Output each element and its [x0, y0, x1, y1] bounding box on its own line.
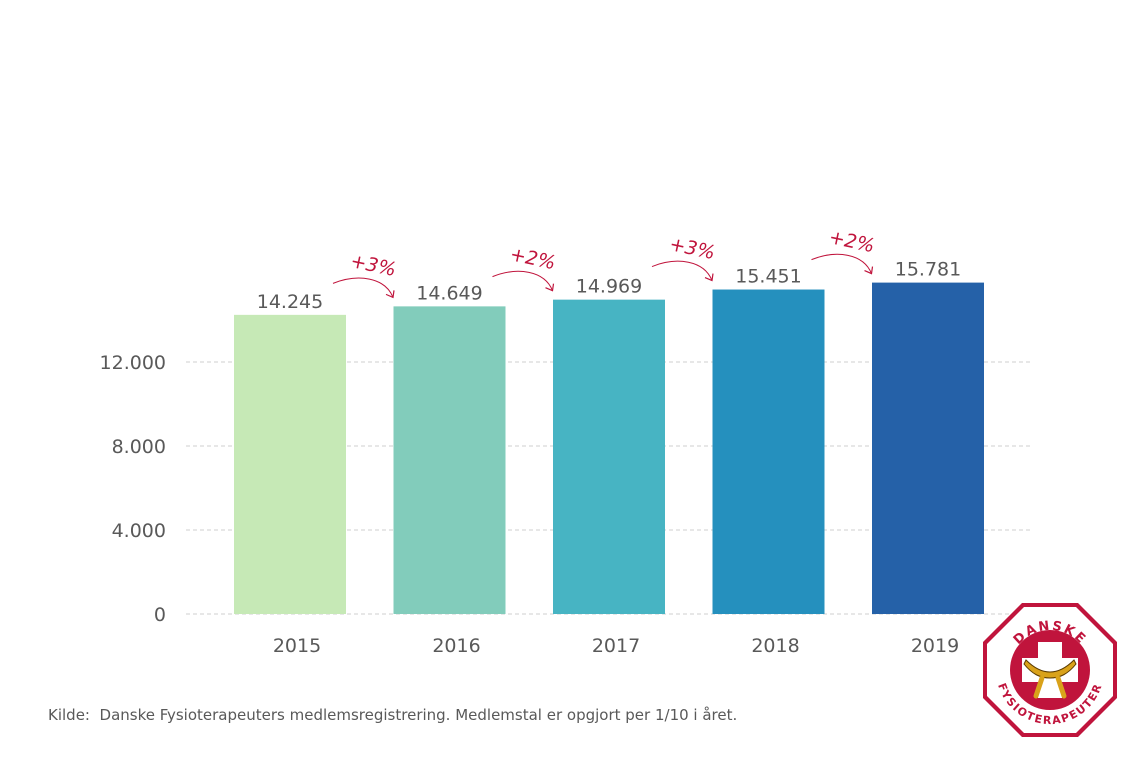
x-axis-tick-labels: 2015 2016 2017 2018 2019: [273, 635, 959, 657]
y-tick-label: 8.000: [112, 436, 166, 458]
y-axis-tick-labels: 0 4.000 8.000 12.000: [100, 352, 166, 626]
bar: [712, 289, 825, 614]
bar-value-label: 14.245: [257, 291, 323, 313]
logo-fingers-icon: [1033, 675, 1067, 699]
bar-value-label: 15.781: [895, 259, 961, 281]
x-tick-label: 2018: [751, 635, 799, 657]
source-note: Kilde: Danske Fysioterapeuters medlemsre…: [48, 706, 737, 724]
growth-arrowhead: [385, 290, 395, 299]
growth-arrow-curve: [651, 260, 713, 281]
growth-label: +3%: [667, 233, 717, 264]
x-tick-label: 2015: [273, 635, 321, 657]
growth-label: +2%: [827, 226, 877, 257]
bar-value-label: 14.649: [416, 282, 482, 304]
growth-arrowhead: [545, 283, 555, 292]
danske-fysioterapeuter-logo: DANSKE FYSIOTERAPEUTER: [983, 603, 1117, 737]
bar: [393, 306, 506, 614]
bar-value-label: 14.969: [576, 276, 642, 298]
y-tick-label: 12.000: [100, 352, 166, 374]
x-tick-label: 2019: [911, 635, 959, 657]
source-text: Danske Fysioterapeuters medlemsregistrer…: [99, 706, 738, 724]
logo-hands-icon: [1023, 659, 1077, 679]
growth-arrowhead: [704, 273, 714, 282]
bar: [872, 282, 984, 614]
growth-label: +3%: [348, 250, 398, 281]
bar-value-labels: 14.245 14.649 14.969 15.451 15.781: [257, 259, 961, 313]
source-prefix: Kilde:: [48, 706, 90, 724]
x-tick-label: 2016: [432, 635, 480, 657]
bars: [234, 282, 984, 614]
growth-label: +2%: [508, 243, 558, 274]
x-tick-label: 2017: [592, 635, 640, 657]
growth-arrow-curve: [332, 277, 394, 298]
growth-arrow-curve: [492, 270, 553, 291]
growth-arrowhead: [864, 266, 874, 275]
bar-chart: 0 4.000 8.000 12.000 14.245 14.649 14.969 15.4…: [100, 226, 1030, 657]
bar-value-label: 15.451: [735, 266, 801, 288]
y-tick-label: 4.000: [112, 520, 166, 542]
y-tick-label: 0: [154, 604, 166, 626]
bar: [234, 314, 346, 614]
bar: [553, 299, 665, 614]
growth-arrow-curve: [811, 253, 872, 274]
